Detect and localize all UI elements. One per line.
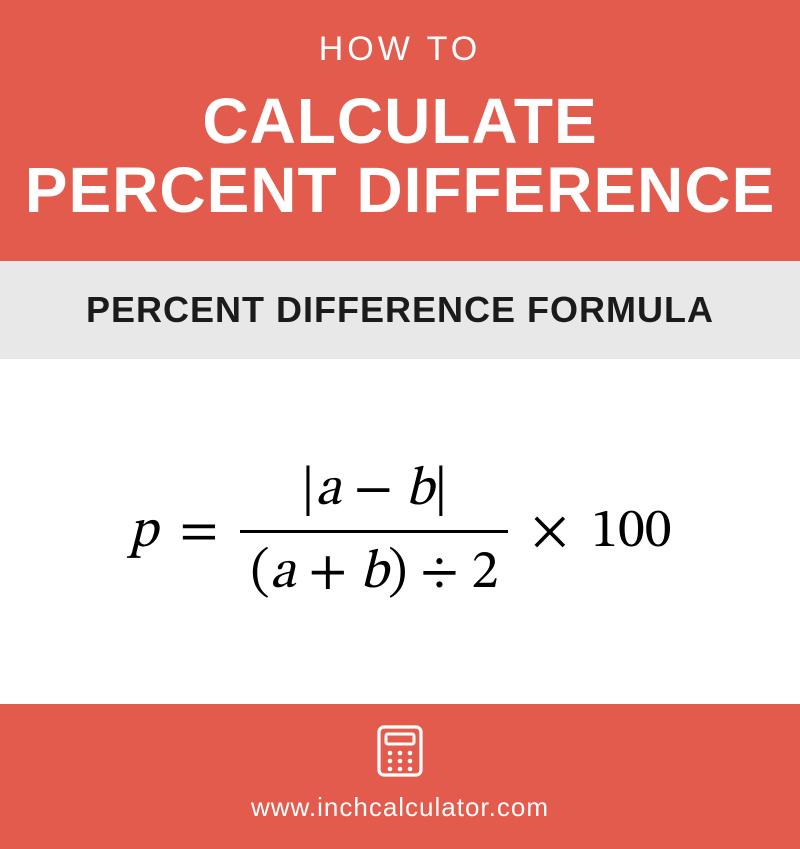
formula-lhs-variable: p <box>129 498 158 566</box>
kicker-text: HOW TO <box>20 30 780 69</box>
title-line-1: CALCULATE <box>202 85 597 157</box>
subtitle-text: PERCENT DIFFERENCE FORMULA <box>20 289 780 331</box>
formula-denominator: (a + b) ÷ 2 <box>240 537 508 609</box>
header-banner: HOW TO CALCULATE PERCENT DIFFERENCE <box>0 0 800 261</box>
formula-constant: 100 <box>591 498 671 566</box>
percent-difference-formula: p = |a − b| (a + b) ÷ 2 × 100 <box>129 454 672 609</box>
footer-url: www.inchcalculator.com <box>20 792 780 823</box>
subheader-banner: PERCENT DIFFERENCE FORMULA <box>0 261 800 359</box>
fraction-bar <box>240 530 508 533</box>
formula-fraction: |a − b| (a + b) ÷ 2 <box>240 454 508 609</box>
formula-times: × <box>530 498 569 566</box>
calculator-icon <box>373 724 427 778</box>
footer-banner: www.inchcalculator.com <box>0 704 800 849</box>
formula-equals: = <box>180 498 219 566</box>
formula-panel: p = |a − b| (a + b) ÷ 2 × 100 <box>0 359 800 704</box>
main-title: CALCULATE PERCENT DIFFERENCE <box>20 87 780 225</box>
title-line-2: PERCENT DIFFERENCE <box>25 154 776 226</box>
formula-numerator: |a − b| <box>291 454 458 526</box>
